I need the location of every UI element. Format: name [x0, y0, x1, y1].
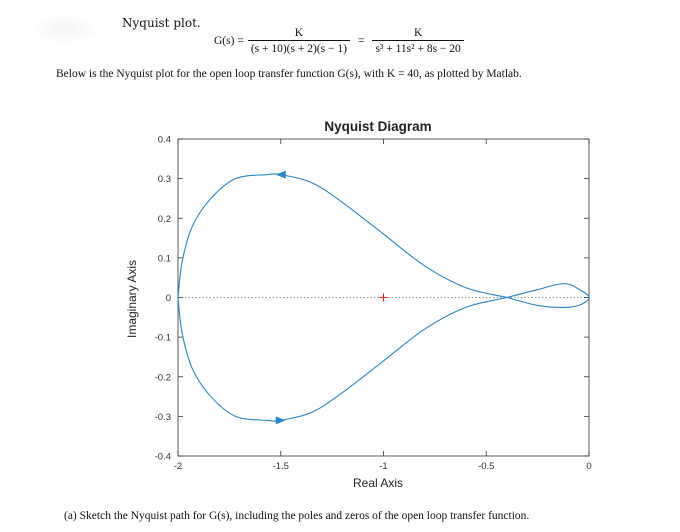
nyquist-series: [177, 170, 590, 425]
formula-numerator-1: K: [294, 27, 304, 39]
y-axis-label: Imaginary Axis: [125, 260, 139, 338]
direction-arrow: [275, 170, 286, 179]
axis-ticks: -2 -1.5 -1 -0.5 0 0.4 0.3 0.2 0.1 0 -0.1 -0.2 -0.3 -0…: [155, 135, 592, 473]
y-tick-label: 0.2: [158, 214, 171, 225]
section-heading: Nyquist plot.: [122, 16, 201, 30]
x-tick-label: -2: [174, 461, 182, 472]
critical-point-marker: [379, 293, 388, 302]
formula-denominator-1: (s + 10)(s + 2)(s − 1): [247, 40, 350, 55]
x-tick-label: 0: [586, 461, 591, 472]
formula-fraction-2: K s³ + 11s² + 8s − 20: [372, 27, 464, 55]
y-tick-label: 0: [166, 293, 171, 304]
direction-arrow: [275, 416, 286, 425]
question-a: (a) Sketch the Nyquist path for G(s), in…: [64, 510, 530, 522]
y-tick-label: -0.4: [155, 452, 171, 463]
scan-smudge: [30, 14, 100, 44]
formula-numerator-2: K: [413, 27, 423, 39]
y-tick-label: 0.1: [158, 253, 171, 264]
x-axis-label: Real Axis: [353, 476, 403, 490]
y-tick-label: 0.3: [158, 174, 171, 185]
x-tick-label: -1: [379, 461, 387, 472]
y-tick-label: -0.2: [155, 372, 171, 383]
intro-paragraph: Below is the Nyquist plot for the open l…: [56, 68, 522, 80]
formula-denominator-2: s³ + 11s² + 8s − 20: [372, 40, 464, 55]
chart-title: Nyquist Diagram: [324, 119, 431, 134]
y-tick-label: -0.1: [155, 333, 171, 344]
formula-fraction-1: K (s + 10)(s + 2)(s − 1): [247, 27, 350, 55]
transfer-function-formula: G(s) = K (s + 10)(s + 2)(s − 1) = K s³ +…: [214, 20, 468, 62]
y-tick-label: 0.4: [158, 135, 171, 146]
nyquist-curve: [177, 173, 590, 422]
formula-lhs: G(s) =: [214, 35, 244, 47]
formula-equals: =: [357, 35, 365, 47]
x-tick-label: -1.5: [273, 461, 289, 472]
y-tick-label: -0.3: [155, 412, 171, 423]
x-tick-label: -0.5: [478, 461, 494, 472]
